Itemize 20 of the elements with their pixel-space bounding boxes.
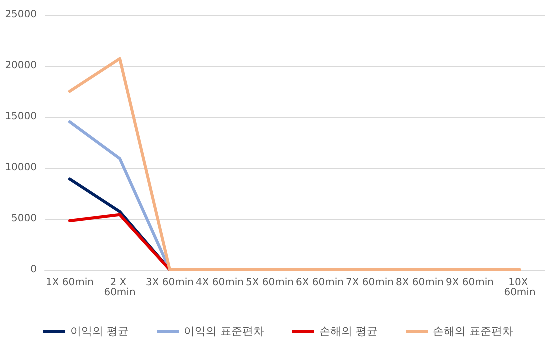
y-tick-label: 5000: [12, 214, 37, 224]
legend-label: 손해의 평균: [320, 325, 378, 338]
x-tick-label: 3X 60min: [146, 278, 194, 288]
legend-label: 이익의 평균: [70, 325, 130, 338]
x-tick-label: 10X 60min: [504, 278, 536, 298]
x-tick-label: 1X 60min: [46, 278, 94, 288]
x-tick-label: 5X 60min: [246, 278, 294, 288]
y-tick-label: 0: [30, 264, 37, 276]
x-tick-label: 6X 60min: [296, 278, 344, 288]
y-tick-label: 10000: [5, 162, 37, 174]
y-tick-label: 15000: [5, 112, 37, 122]
legend-label: 손해의 표준편차: [432, 325, 514, 338]
x-tick-label: 7X 60min: [346, 278, 394, 288]
x-tick-label: 9X 60min: [446, 278, 494, 288]
x-tick-label: 4X 60min: [196, 278, 244, 288]
y-tick-label: 20000: [5, 60, 37, 72]
legend-label: 이익의 표준편차: [184, 325, 265, 338]
x-tick-label: 2 X 60min: [104, 278, 136, 298]
y-tick-label: 25000: [5, 10, 37, 20]
x-tick-label: 8X 60min: [396, 278, 444, 288]
